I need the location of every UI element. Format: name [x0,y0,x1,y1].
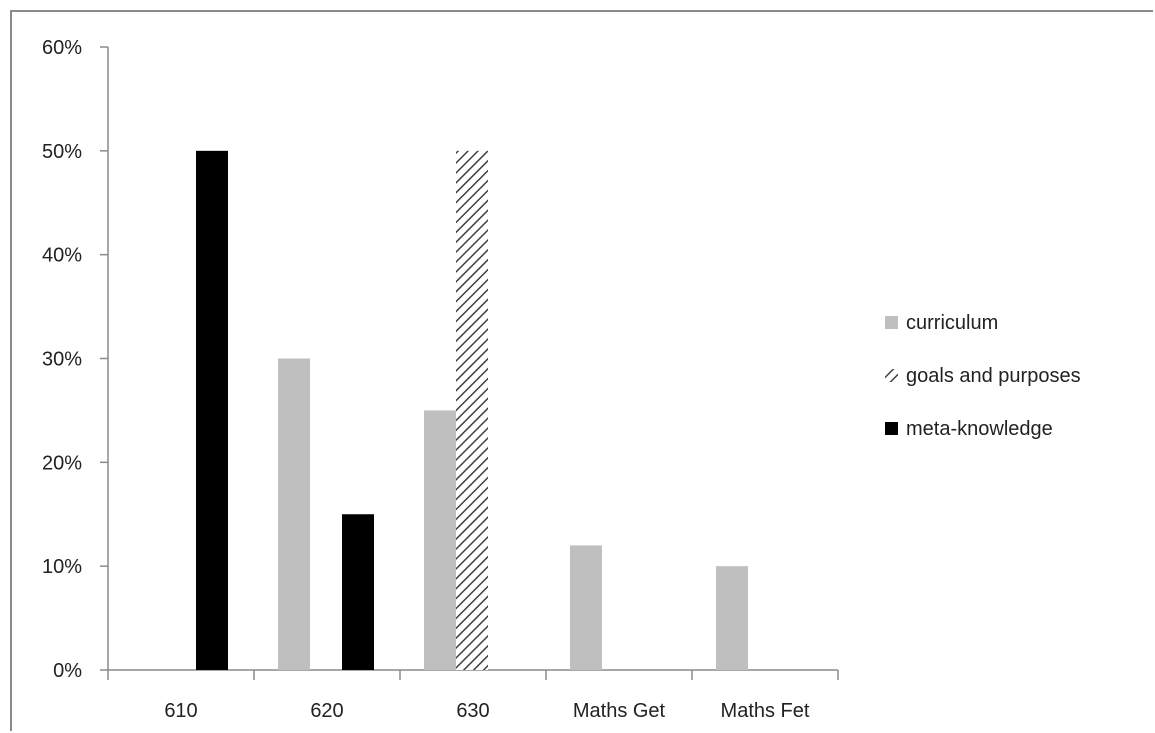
x-tick-label: Maths Fet [721,700,810,722]
legend-label: meta-knowledge [906,418,1053,440]
bar-meta-knowledge-620 [342,514,374,670]
chart-frame: 0% 10% 20% 30% 40% 50% 60% 610 620 630 Maths Get Ma… [10,10,1153,731]
y-tick-label: 30% [42,349,82,371]
x-tick-label: 630 [456,700,489,722]
axes: 0% 10% 20% 30% 40% 50% 60% 610 620 630 Maths Get Ma… [42,37,839,722]
bar-meta-knowledge-610 [196,150,228,671]
bar-chart: 0% 10% 20% 30% 40% 50% 60% 610 620 630 Maths Get Ma… [42,37,1081,722]
x-tick-label: 610 [164,700,197,722]
legend-swatch [885,422,898,435]
y-tick-label: 0% [53,660,82,682]
bar-curriculum-630 [424,410,456,670]
y-tick-label: 10% [42,556,82,578]
bars [196,150,748,671]
x-tick-label: Maths Get [573,700,666,722]
legend: curriculum goals and purposes meta-knowled… [885,312,1081,440]
y-tick-label: 40% [42,245,82,267]
bar-curriculum-620 [278,358,310,670]
legend-label: curriculum [906,312,998,334]
y-tick-label: 60% [42,37,82,59]
y-tick-label: 50% [42,141,82,163]
x-tick-label: 620 [310,700,343,722]
legend-label: goals and purposes [906,365,1081,387]
bar-goals-and-purposes-630 [456,150,488,671]
legend-swatch [885,316,898,329]
y-tick-label: 20% [42,452,82,474]
bar-curriculum-Maths-Fet [716,566,748,670]
legend-swatch [885,369,898,382]
bar-curriculum-Maths-Get [570,545,602,670]
